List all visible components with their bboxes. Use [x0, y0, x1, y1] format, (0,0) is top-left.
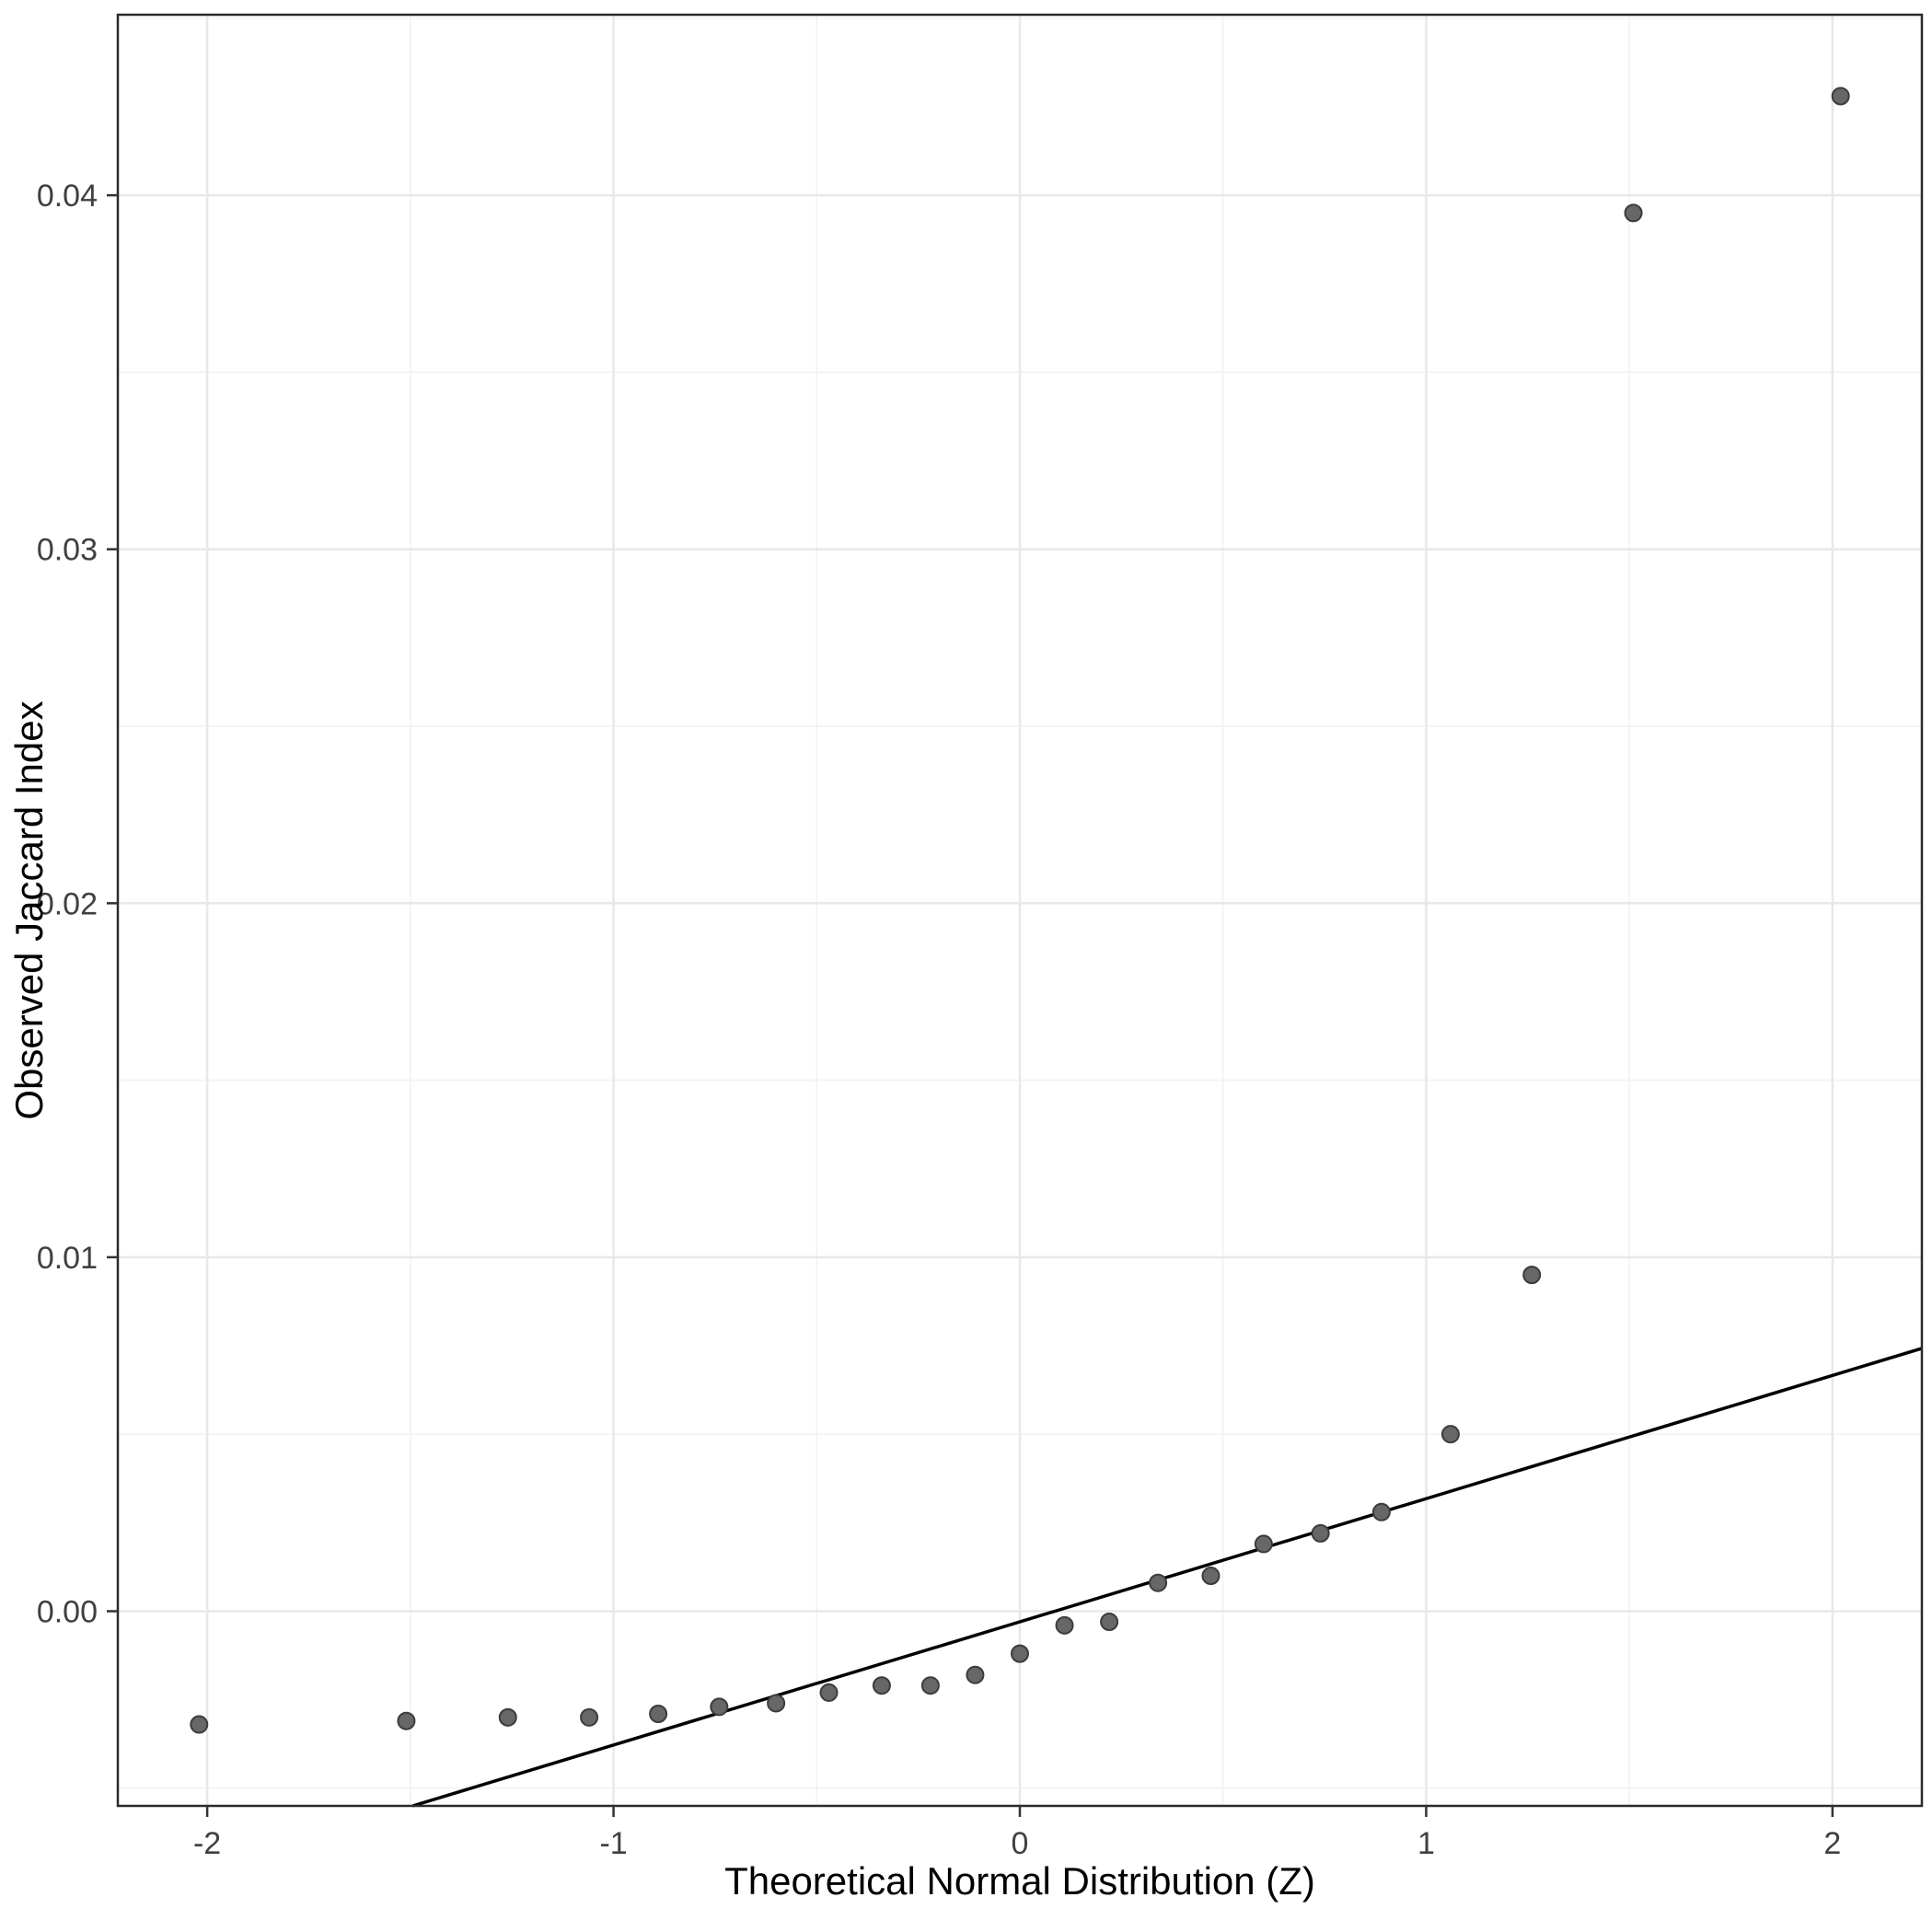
data-point	[649, 1705, 668, 1724]
x-tick-label: -2	[193, 1826, 221, 1861]
data-point	[397, 1711, 416, 1730]
data-point	[580, 1707, 599, 1727]
y-tick-label: 0.02	[37, 886, 98, 921]
data-point	[1011, 1644, 1029, 1663]
x-tick-label: -1	[599, 1826, 627, 1861]
data-point	[710, 1697, 729, 1717]
data-point	[1055, 1615, 1074, 1635]
data-point	[1831, 87, 1850, 106]
data-point	[1201, 1567, 1221, 1586]
x-axis-tick-labels: -2 -1 0 1 2	[193, 1826, 1841, 1861]
data-point	[1311, 1523, 1330, 1543]
qq-reference-line	[411, 1347, 1923, 1808]
data-point	[966, 1665, 985, 1684]
data-point	[1100, 1613, 1119, 1632]
y-tick-label: 0.04	[37, 179, 98, 214]
data-point	[190, 1715, 209, 1734]
y-axis-tick-marks	[107, 193, 118, 1613]
grid-major-lines	[118, 15, 1922, 1806]
data-point	[1149, 1573, 1168, 1592]
data-point	[1440, 1425, 1460, 1444]
data-point	[1254, 1534, 1273, 1554]
x-axis-tick-marks	[205, 1806, 1834, 1817]
data-point	[498, 1707, 517, 1727]
data-point	[767, 1694, 786, 1713]
data-point	[1624, 203, 1643, 223]
x-tick-label: 0	[1012, 1826, 1029, 1861]
y-tick-label: 0.01	[37, 1241, 98, 1276]
data-point	[1371, 1502, 1391, 1521]
data-points	[190, 87, 1850, 1734]
data-point	[872, 1676, 891, 1695]
y-tick-label: 0.00	[37, 1594, 98, 1629]
x-tick-label: 1	[1417, 1826, 1435, 1861]
y-axis-tick-labels: 0.00 0.01 0.02 0.03 0.04	[37, 179, 98, 1629]
data-point	[819, 1683, 839, 1702]
y-axis-title: Observed Jaccard Index	[7, 700, 51, 1119]
y-tick-label: 0.03	[37, 533, 98, 568]
x-axis-title: Theoretical Normal Distribution (Z)	[724, 1859, 1315, 1903]
data-point	[1522, 1266, 1542, 1285]
x-tick-label: 2	[1823, 1826, 1841, 1861]
data-point	[920, 1676, 940, 1695]
